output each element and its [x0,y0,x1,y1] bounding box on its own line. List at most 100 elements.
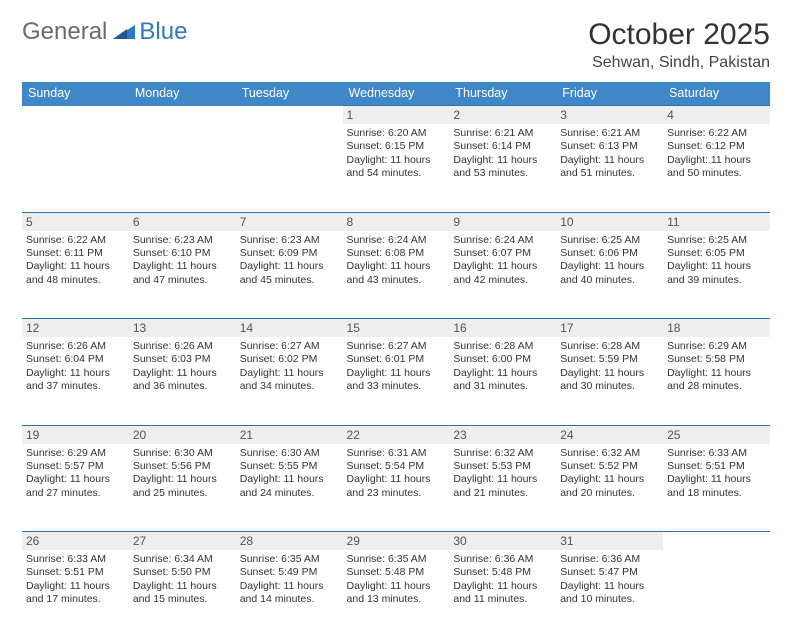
day-number-cell: 4 [663,106,770,125]
weekday-header: Tuesday [236,82,343,106]
day-content-cell: Sunrise: 6:25 AM Sunset: 6:06 PM Dayligh… [556,231,663,319]
day-content-cell: Sunrise: 6:35 AM Sunset: 5:48 PM Dayligh… [343,550,450,638]
day-detail-text: Sunrise: 6:24 AM Sunset: 6:08 PM Dayligh… [347,234,446,288]
day-number-cell: 15 [343,319,450,338]
day-number-cell: 31 [556,532,663,551]
day-number-cell: 22 [343,425,450,444]
day-number-cell: 7 [236,212,343,231]
day-content-row: Sunrise: 6:33 AM Sunset: 5:51 PM Dayligh… [22,550,770,638]
day-content-cell: Sunrise: 6:27 AM Sunset: 6:02 PM Dayligh… [236,337,343,425]
day-content-cell: Sunrise: 6:33 AM Sunset: 5:51 PM Dayligh… [663,444,770,532]
day-detail-text: Sunrise: 6:23 AM Sunset: 6:09 PM Dayligh… [240,234,339,288]
day-content-cell: Sunrise: 6:31 AM Sunset: 5:54 PM Dayligh… [343,444,450,532]
logo-text-general: General [22,18,107,46]
day-number-cell: 11 [663,212,770,231]
day-content-cell: Sunrise: 6:29 AM Sunset: 5:57 PM Dayligh… [22,444,129,532]
day-detail-text: Sunrise: 6:35 AM Sunset: 5:48 PM Dayligh… [347,553,446,607]
weekday-header: Sunday [22,82,129,106]
day-number-cell: 13 [129,319,236,338]
day-number-cell: 29 [343,532,450,551]
day-detail-text: Sunrise: 6:26 AM Sunset: 6:04 PM Dayligh… [26,340,125,394]
day-detail-text: Sunrise: 6:32 AM Sunset: 5:52 PM Dayligh… [560,447,659,501]
day-detail-text: Sunrise: 6:27 AM Sunset: 6:01 PM Dayligh… [347,340,446,394]
day-detail-text: Sunrise: 6:34 AM Sunset: 5:50 PM Dayligh… [133,553,232,607]
day-content-row: Sunrise: 6:20 AM Sunset: 6:15 PM Dayligh… [22,124,770,212]
weekday-header: Saturday [663,82,770,106]
day-number-cell: 10 [556,212,663,231]
day-content-cell: Sunrise: 6:24 AM Sunset: 6:08 PM Dayligh… [343,231,450,319]
day-content-cell: Sunrise: 6:22 AM Sunset: 6:11 PM Dayligh… [22,231,129,319]
day-content-cell: Sunrise: 6:23 AM Sunset: 6:09 PM Dayligh… [236,231,343,319]
day-number-cell: 6 [129,212,236,231]
day-content-cell: Sunrise: 6:33 AM Sunset: 5:51 PM Dayligh… [22,550,129,638]
day-number-cell: 25 [663,425,770,444]
day-number-cell: 16 [449,319,556,338]
day-content-cell: Sunrise: 6:27 AM Sunset: 6:01 PM Dayligh… [343,337,450,425]
day-detail-text: Sunrise: 6:29 AM Sunset: 5:57 PM Dayligh… [26,447,125,501]
day-detail-text: Sunrise: 6:32 AM Sunset: 5:53 PM Dayligh… [453,447,552,501]
day-content-cell: Sunrise: 6:32 AM Sunset: 5:53 PM Dayligh… [449,444,556,532]
day-content-cell: Sunrise: 6:28 AM Sunset: 5:59 PM Dayligh… [556,337,663,425]
weekday-header: Thursday [449,82,556,106]
day-content-cell [22,124,129,212]
day-detail-text: Sunrise: 6:24 AM Sunset: 6:07 PM Dayligh… [453,234,552,288]
day-content-cell: Sunrise: 6:36 AM Sunset: 5:48 PM Dayligh… [449,550,556,638]
day-number-cell: 30 [449,532,556,551]
day-detail-text: Sunrise: 6:21 AM Sunset: 6:13 PM Dayligh… [560,127,659,181]
logo: General Blue [22,18,187,46]
day-content-cell [663,550,770,638]
day-number-row: 19202122232425 [22,425,770,444]
day-number-cell: 19 [22,425,129,444]
day-content-cell: Sunrise: 6:30 AM Sunset: 5:55 PM Dayligh… [236,444,343,532]
day-detail-text: Sunrise: 6:29 AM Sunset: 5:58 PM Dayligh… [667,340,766,394]
day-number-cell: 5 [22,212,129,231]
day-content-cell: Sunrise: 6:29 AM Sunset: 5:58 PM Dayligh… [663,337,770,425]
day-content-cell: Sunrise: 6:24 AM Sunset: 6:07 PM Dayligh… [449,231,556,319]
day-number-cell: 17 [556,319,663,338]
day-number-cell: 28 [236,532,343,551]
calendar-table: SundayMondayTuesdayWednesdayThursdayFrid… [22,82,770,638]
day-detail-text: Sunrise: 6:30 AM Sunset: 5:56 PM Dayligh… [133,447,232,501]
day-content-cell: Sunrise: 6:25 AM Sunset: 6:05 PM Dayligh… [663,231,770,319]
weekday-header: Monday [129,82,236,106]
day-content-cell: Sunrise: 6:26 AM Sunset: 6:03 PM Dayligh… [129,337,236,425]
day-content-cell: Sunrise: 6:23 AM Sunset: 6:10 PM Dayligh… [129,231,236,319]
day-number-cell: 27 [129,532,236,551]
day-number-cell: 23 [449,425,556,444]
day-number-row: 12131415161718 [22,319,770,338]
page-title: October 2025 [588,18,770,52]
logo-text-blue: Blue [139,18,187,46]
day-number-cell: 9 [449,212,556,231]
day-number-row: 262728293031 [22,532,770,551]
day-content-cell: Sunrise: 6:28 AM Sunset: 6:00 PM Dayligh… [449,337,556,425]
day-number-cell: 14 [236,319,343,338]
day-content-cell: Sunrise: 6:36 AM Sunset: 5:47 PM Dayligh… [556,550,663,638]
logo-triangle-icon [113,18,135,46]
day-content-cell [129,124,236,212]
day-content-cell: Sunrise: 6:32 AM Sunset: 5:52 PM Dayligh… [556,444,663,532]
day-number-cell: 3 [556,106,663,125]
page-subtitle: Sehwan, Sindh, Pakistan [588,54,770,72]
day-number-cell: 2 [449,106,556,125]
day-detail-text: Sunrise: 6:33 AM Sunset: 5:51 PM Dayligh… [667,447,766,501]
day-detail-text: Sunrise: 6:36 AM Sunset: 5:48 PM Dayligh… [453,553,552,607]
day-number-cell [236,106,343,125]
day-number-cell: 24 [556,425,663,444]
day-content-cell: Sunrise: 6:21 AM Sunset: 6:14 PM Dayligh… [449,124,556,212]
day-detail-text: Sunrise: 6:22 AM Sunset: 6:12 PM Dayligh… [667,127,766,181]
day-number-cell: 1 [343,106,450,125]
day-detail-text: Sunrise: 6:25 AM Sunset: 6:05 PM Dayligh… [667,234,766,288]
day-content-cell: Sunrise: 6:22 AM Sunset: 6:12 PM Dayligh… [663,124,770,212]
day-detail-text: Sunrise: 6:25 AM Sunset: 6:06 PM Dayligh… [560,234,659,288]
day-number-row: 567891011 [22,212,770,231]
day-detail-text: Sunrise: 6:33 AM Sunset: 5:51 PM Dayligh… [26,553,125,607]
day-content-row: Sunrise: 6:29 AM Sunset: 5:57 PM Dayligh… [22,444,770,532]
day-content-cell: Sunrise: 6:35 AM Sunset: 5:49 PM Dayligh… [236,550,343,638]
day-detail-text: Sunrise: 6:20 AM Sunset: 6:15 PM Dayligh… [347,127,446,181]
day-content-cell: Sunrise: 6:20 AM Sunset: 6:15 PM Dayligh… [343,124,450,212]
day-content-cell: Sunrise: 6:26 AM Sunset: 6:04 PM Dayligh… [22,337,129,425]
day-detail-text: Sunrise: 6:36 AM Sunset: 5:47 PM Dayligh… [560,553,659,607]
header: General Blue October 2025 Sehwan, Sindh,… [22,18,770,72]
day-number-cell: 12 [22,319,129,338]
day-detail-text: Sunrise: 6:30 AM Sunset: 5:55 PM Dayligh… [240,447,339,501]
